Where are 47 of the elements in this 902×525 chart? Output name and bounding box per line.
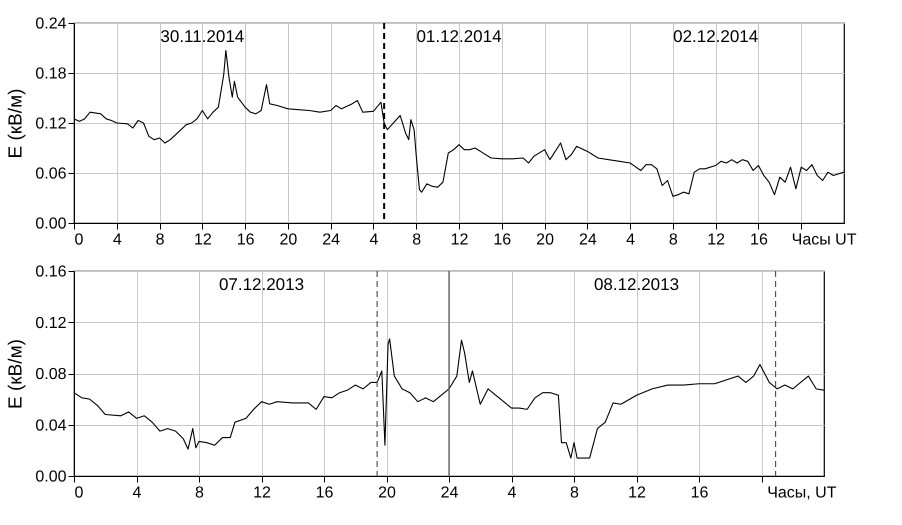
y-tick-label: 0.06 xyxy=(35,166,67,182)
x-tick-label: 16 xyxy=(316,484,334,502)
y-tick-label: 0.00 xyxy=(35,468,67,486)
x-tick-label: 24 xyxy=(322,232,340,248)
x-tick-label: 16 xyxy=(493,232,512,248)
y-tick-label: 0.12 xyxy=(35,314,67,332)
x-tick-label: 8 xyxy=(195,484,204,502)
x-tick-label: 12 xyxy=(628,484,646,502)
x-tick-label: 4 xyxy=(626,232,636,248)
y-tick-label: 0.24 xyxy=(35,16,67,32)
y-tick-label: 0.18 xyxy=(35,66,67,82)
x-tick-label: 12 xyxy=(194,232,212,248)
annotation: 02.12.2014 xyxy=(673,27,758,46)
x-tick-label: 20 xyxy=(279,232,298,248)
x-tick-label: 16 xyxy=(236,232,255,248)
x-tick-label: 4 xyxy=(369,232,378,248)
x-tick-label: 0 xyxy=(74,232,84,248)
x-tick-label: 8 xyxy=(570,484,580,502)
y-tick-label: 0.12 xyxy=(35,116,67,132)
y-tick-label: 0.00 xyxy=(35,216,67,232)
annotation: 01.12.2014 xyxy=(416,27,502,46)
x-tick-label: 4 xyxy=(508,484,517,502)
x-tick-label: 0 xyxy=(74,484,84,502)
x-axis-title: Часы, UT xyxy=(767,484,837,502)
y-tick-label: 0.04 xyxy=(35,417,67,434)
y-tick-label: 0.08 xyxy=(35,366,67,383)
x-tick-label: 8 xyxy=(156,232,165,248)
y-tick-label: 0.16 xyxy=(35,264,67,280)
x-tick-label: 4 xyxy=(132,484,142,502)
x-tick-label: 12 xyxy=(253,484,271,502)
x-tick-label: 16 xyxy=(750,232,768,248)
x-tick-label: 24 xyxy=(578,232,597,248)
x-axis-title: Часы UT xyxy=(792,232,857,248)
x-tick-label: 4 xyxy=(112,232,122,248)
x-tick-label: 24 xyxy=(440,484,458,502)
x-tick-label: 12 xyxy=(450,232,468,248)
x-tick-label: 8 xyxy=(412,232,422,248)
annotation: 08.12.2013 xyxy=(594,275,680,294)
annotation: 30.11.2014 xyxy=(160,27,244,46)
x-tick-label: 12 xyxy=(707,232,726,248)
x-tick-label: 20 xyxy=(378,484,396,502)
x-tick-label: 20 xyxy=(536,232,554,248)
y-axis-title: E (кВ/м) xyxy=(5,88,26,158)
annotation: 07.12.2013 xyxy=(218,275,304,294)
x-tick-label: 16 xyxy=(690,484,708,502)
x-tick-label: 8 xyxy=(668,232,678,248)
y-axis-title: E (кВ/м) xyxy=(5,339,26,409)
